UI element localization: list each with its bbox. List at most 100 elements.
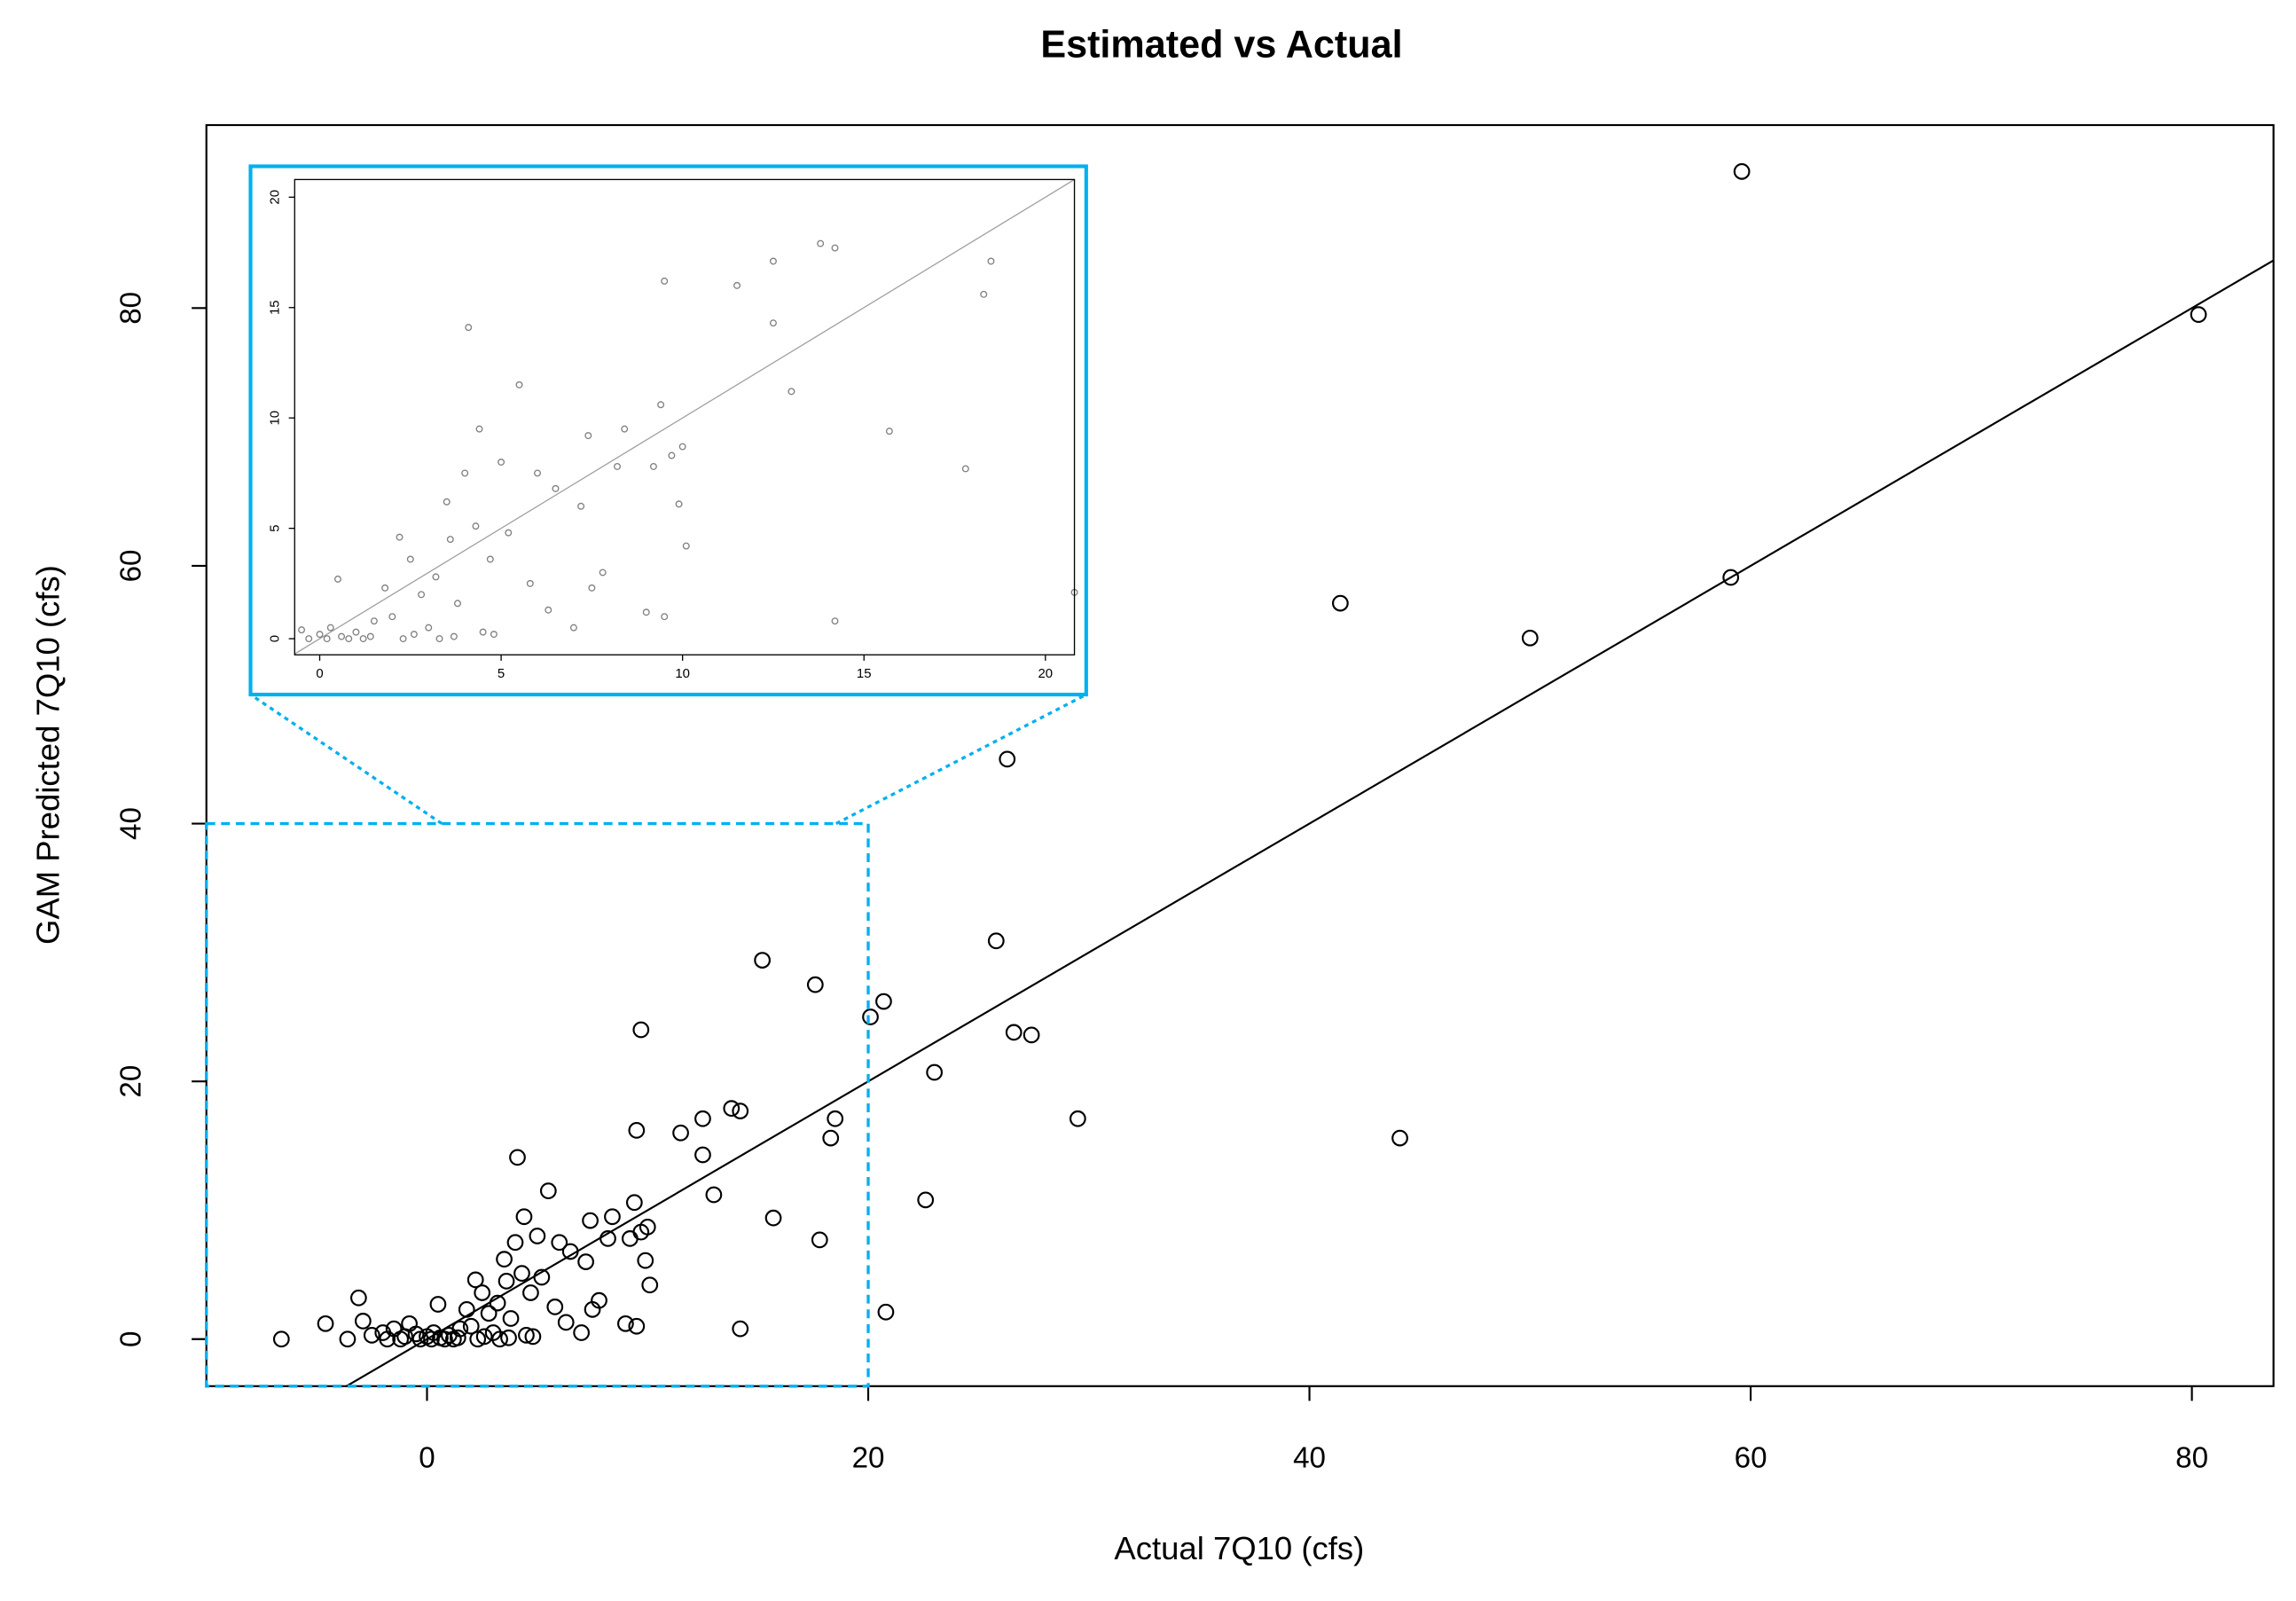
scatter-point (502, 1310, 520, 1327)
scatter-point (551, 1234, 568, 1252)
scatter-point (449, 1329, 466, 1346)
y-tick-label: 20 (115, 1065, 148, 1098)
scatter-point (407, 1325, 425, 1343)
scatter-point (489, 1294, 506, 1312)
y-tick-label: 60 (115, 549, 148, 582)
plot-area: 0 20 40 60 80 0 20 40 60 80 (115, 123, 2275, 1475)
scatter-point (298, 626, 306, 634)
scatter-point (522, 1284, 539, 1301)
scatter-point (418, 591, 426, 599)
scatter-point (326, 624, 334, 632)
scatter-point (621, 1230, 639, 1247)
scatter-point (732, 1320, 749, 1338)
scatter-point (1005, 1024, 1023, 1041)
scatter-point (399, 635, 407, 643)
x-axis-label: Actual 7Q10 (cfs) (1114, 1530, 1364, 1566)
scatter-point (539, 1182, 557, 1200)
scatter-point (577, 502, 585, 510)
scatter-point (462, 1317, 480, 1335)
scatter-point (411, 1330, 429, 1348)
scatter-point (388, 613, 396, 621)
y-tick-label: 40 (115, 807, 148, 840)
scatter-point (475, 425, 483, 433)
scatter-point (1069, 1110, 1086, 1127)
scatter-point (980, 290, 988, 298)
scatter-point (392, 1330, 410, 1348)
scatter-point (806, 976, 824, 993)
scatter-point (381, 584, 389, 592)
plot-frame (205, 123, 2275, 1387)
scatter-point (584, 432, 592, 440)
scatter-point (987, 257, 995, 265)
scatter-point (1391, 1129, 1408, 1147)
scatter-point (875, 993, 892, 1010)
scatter-point (509, 1149, 526, 1166)
zoom-connector (249, 693, 443, 825)
y-tick-label: 15 (268, 300, 283, 315)
scatter-point (491, 1330, 508, 1348)
scatter-point (432, 573, 440, 581)
scatter-point (569, 624, 577, 632)
scatter-point (370, 617, 378, 625)
scatter-point (649, 462, 657, 470)
zoom-box (205, 821, 870, 1388)
scatter-point (682, 542, 690, 550)
scatter-point (637, 1252, 654, 1269)
scatter-point (641, 1276, 659, 1294)
scatter-point (732, 1103, 749, 1119)
scatter-point (661, 277, 669, 285)
scatter-point (526, 579, 534, 587)
scatter-point (831, 617, 839, 625)
scatter-point (345, 635, 353, 643)
scatter-point (305, 635, 313, 643)
scatter-point (885, 428, 893, 436)
scatter-point (429, 1296, 447, 1313)
scatter-point (515, 381, 523, 388)
scatter-point (354, 1313, 372, 1330)
scatter-point (435, 635, 443, 643)
scatter-point (323, 635, 331, 643)
x-tick-label: 60 (1735, 1442, 1767, 1475)
scatter-point (465, 324, 473, 332)
zoom-connector (835, 693, 1087, 826)
scatter-point (500, 1329, 517, 1346)
scatter-point (582, 1212, 599, 1229)
scatter-point (591, 1291, 607, 1309)
scatter-point (506, 1234, 524, 1252)
scatter-point (317, 1315, 334, 1332)
scatter-point (661, 613, 669, 621)
scatter-point (474, 1284, 491, 1301)
scatter-point (657, 401, 665, 409)
y-tick-label: 20 (268, 190, 283, 205)
scatter-point (639, 1218, 656, 1236)
scatter-point (678, 443, 686, 451)
x-tick-label: 80 (2175, 1442, 2208, 1475)
scatter-point (561, 1243, 579, 1260)
scatter-point (1521, 629, 1539, 647)
chart-title: Estimated vs Actual (1040, 23, 1402, 66)
scatter-point (406, 555, 414, 563)
scatter-point (333, 575, 341, 583)
y-axis-label: GAM Predicted 7Q10 (cfs) (30, 565, 67, 945)
scatter-point (410, 631, 418, 639)
scatter-point (316, 631, 324, 639)
scatter-point (272, 1330, 290, 1348)
scatter-point (505, 529, 513, 537)
scatter-point (604, 1208, 621, 1226)
scatter-point (446, 536, 454, 544)
scatter-point (917, 1191, 935, 1209)
scatter-point (817, 239, 825, 247)
scatter-point (1722, 569, 1740, 586)
scatter-point (599, 1230, 616, 1247)
scatter-point (769, 257, 777, 265)
scatter-point (518, 1327, 535, 1344)
reference-line (294, 179, 1075, 655)
scatter-point (359, 635, 367, 643)
scatter-point (454, 600, 461, 608)
scatter-point (668, 451, 676, 459)
x-tick-label: 0 (316, 666, 323, 681)
scatter-point (632, 1021, 650, 1039)
scatter-point (339, 1330, 357, 1348)
scatter-point (496, 1251, 513, 1268)
